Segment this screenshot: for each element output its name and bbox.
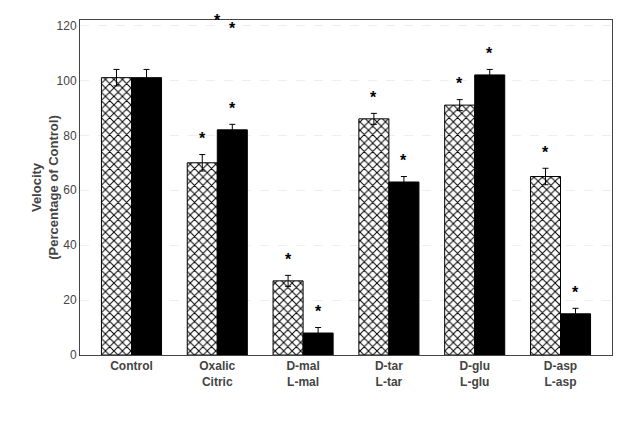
svg-text:D-gluL-glu: D-gluL-glu [459, 359, 490, 389]
svg-text:0: 0 [70, 348, 77, 362]
svg-text:*: * [229, 100, 236, 117]
svg-text:40: 40 [63, 238, 77, 252]
svg-text:*: * [214, 12, 221, 29]
svg-text:100: 100 [57, 74, 77, 88]
svg-text:Velocity(Percentage of Control: Velocity(Percentage of Control) [29, 115, 61, 259]
svg-text:60: 60 [63, 183, 77, 197]
svg-text:D-aspL-asp: D-aspL-asp [544, 359, 577, 389]
svg-text:*: * [456, 75, 463, 92]
svg-text:*: * [542, 144, 549, 161]
svg-text:OxalicCitric: OxalicCitric [199, 359, 235, 389]
svg-text:D-tarL-tar: D-tarL-tar [375, 359, 403, 389]
svg-text:120: 120 [57, 19, 77, 33]
svg-text:D-malL-mal: D-malL-mal [286, 359, 319, 389]
svg-text:*: * [486, 45, 493, 62]
svg-text:20: 20 [63, 293, 77, 307]
svg-text:*: * [400, 152, 407, 169]
svg-text:Control: Control [110, 359, 153, 373]
svg-text:*: * [229, 20, 236, 37]
svg-text:*: * [572, 284, 579, 301]
svg-text:*: * [285, 251, 292, 268]
svg-text:*: * [370, 89, 377, 106]
svg-text:*: * [315, 303, 322, 320]
svg-text:80: 80 [63, 129, 77, 143]
svg-text:*: * [199, 130, 206, 147]
